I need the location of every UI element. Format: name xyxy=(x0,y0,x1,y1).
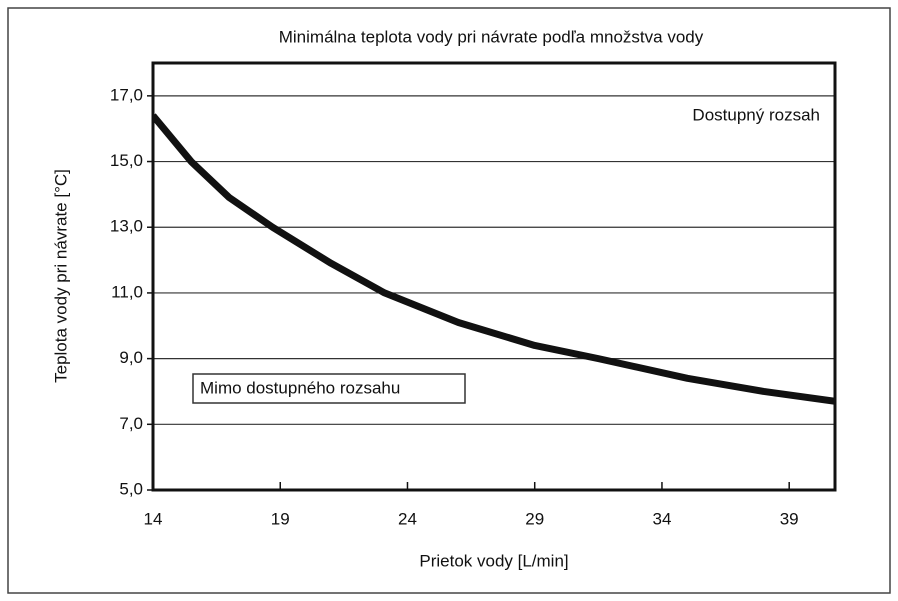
x-tick-label: 39 xyxy=(780,509,799,528)
chart-title: Minimálna teplota vody pri návrate podľa… xyxy=(279,27,704,46)
annotation: Mimo dostupného rozsahu xyxy=(200,378,400,397)
y-tick-label: 15,0 xyxy=(110,151,143,170)
x-tick-label: 24 xyxy=(398,509,417,528)
y-tick-label: 9,0 xyxy=(119,348,143,367)
y-tick-label: 7,0 xyxy=(119,414,143,433)
y-tick-label: 17,0 xyxy=(110,85,143,104)
y-tick-label: 11,0 xyxy=(111,282,143,301)
x-tick-label: 34 xyxy=(652,509,671,528)
y-tick-label: 5,0 xyxy=(119,479,143,498)
annotation: Dostupný rozsah xyxy=(692,105,820,124)
curve xyxy=(153,113,835,405)
frame xyxy=(7,7,891,594)
x-tick-label: 19 xyxy=(271,509,290,528)
x-axis-label: Prietok vody [L/min] xyxy=(419,551,568,570)
y-tick-label: 13,0 xyxy=(110,217,143,236)
x-tick-label: 14 xyxy=(144,509,163,528)
x-tick-label: 29 xyxy=(525,509,544,528)
annotation-box xyxy=(192,373,466,404)
plot-border xyxy=(151,61,837,492)
y-axis-label: Teplota vody pri návrate [°C] xyxy=(51,169,70,383)
